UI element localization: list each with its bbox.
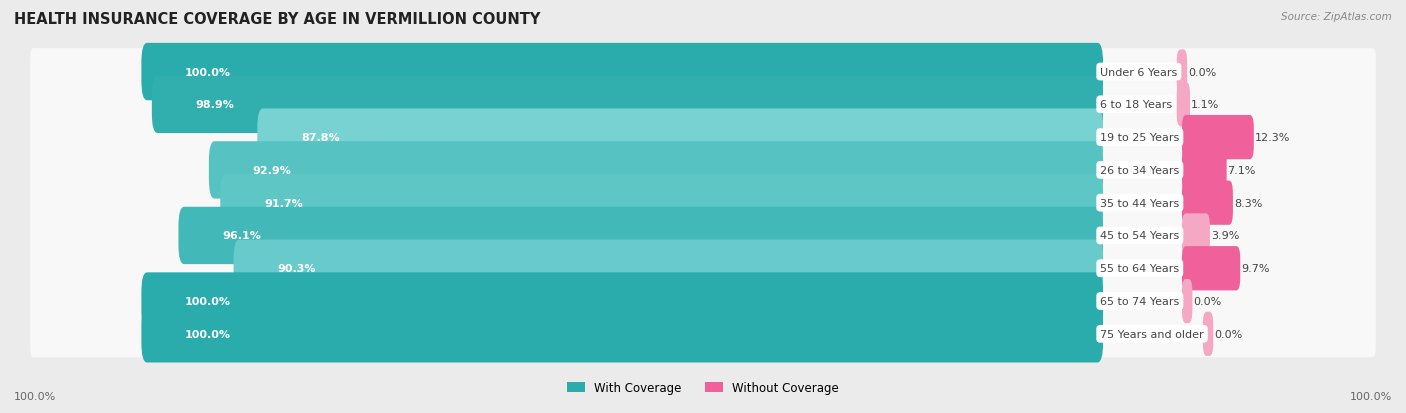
Text: 0.0%: 0.0% [1188, 67, 1216, 77]
Text: 100.0%: 100.0% [186, 329, 231, 339]
FancyBboxPatch shape [1182, 247, 1240, 291]
Text: 7.1%: 7.1% [1227, 166, 1256, 176]
FancyBboxPatch shape [1182, 214, 1211, 258]
Text: 96.1%: 96.1% [222, 231, 262, 241]
FancyBboxPatch shape [1182, 148, 1226, 192]
FancyBboxPatch shape [30, 114, 1376, 161]
FancyBboxPatch shape [30, 49, 1376, 96]
Text: 75 Years and older: 75 Years and older [1101, 329, 1204, 339]
FancyBboxPatch shape [1182, 181, 1233, 225]
Text: 91.7%: 91.7% [264, 198, 302, 208]
Text: 0.0%: 0.0% [1215, 329, 1243, 339]
FancyBboxPatch shape [30, 311, 1376, 357]
Text: 1.1%: 1.1% [1191, 100, 1219, 110]
FancyBboxPatch shape [142, 273, 1104, 330]
Text: 100.0%: 100.0% [1350, 392, 1392, 401]
FancyBboxPatch shape [1177, 83, 1189, 127]
Text: 92.9%: 92.9% [253, 166, 291, 176]
Text: Source: ZipAtlas.com: Source: ZipAtlas.com [1281, 12, 1392, 22]
Text: 100.0%: 100.0% [14, 392, 56, 401]
FancyBboxPatch shape [30, 180, 1376, 227]
Text: 8.3%: 8.3% [1234, 198, 1263, 208]
Text: 55 to 64 Years: 55 to 64 Years [1101, 263, 1180, 273]
Text: 87.8%: 87.8% [301, 133, 340, 143]
FancyBboxPatch shape [221, 175, 1104, 232]
FancyBboxPatch shape [142, 305, 1104, 363]
FancyBboxPatch shape [30, 245, 1376, 292]
Text: 12.3%: 12.3% [1254, 133, 1291, 143]
FancyBboxPatch shape [152, 76, 1104, 134]
Text: 19 to 25 Years: 19 to 25 Years [1101, 133, 1180, 143]
Text: 100.0%: 100.0% [186, 296, 231, 306]
FancyBboxPatch shape [233, 240, 1104, 297]
FancyBboxPatch shape [30, 82, 1376, 128]
Text: 98.9%: 98.9% [195, 100, 235, 110]
Text: Under 6 Years: Under 6 Years [1101, 67, 1177, 77]
Text: 100.0%: 100.0% [186, 67, 231, 77]
FancyBboxPatch shape [1177, 50, 1187, 95]
Text: 9.7%: 9.7% [1241, 263, 1270, 273]
FancyBboxPatch shape [257, 109, 1104, 166]
FancyBboxPatch shape [1182, 116, 1254, 160]
Text: 0.0%: 0.0% [1194, 296, 1222, 306]
Text: 65 to 74 Years: 65 to 74 Years [1101, 296, 1180, 306]
Text: HEALTH INSURANCE COVERAGE BY AGE IN VERMILLION COUNTY: HEALTH INSURANCE COVERAGE BY AGE IN VERM… [14, 12, 540, 27]
FancyBboxPatch shape [30, 278, 1376, 325]
Text: 3.9%: 3.9% [1211, 231, 1239, 241]
FancyBboxPatch shape [209, 142, 1104, 199]
FancyBboxPatch shape [30, 147, 1376, 194]
FancyBboxPatch shape [179, 207, 1104, 264]
Text: 26 to 34 Years: 26 to 34 Years [1101, 166, 1180, 176]
FancyBboxPatch shape [30, 213, 1376, 259]
Text: 45 to 54 Years: 45 to 54 Years [1101, 231, 1180, 241]
Text: 6 to 18 Years: 6 to 18 Years [1101, 100, 1173, 110]
Text: 35 to 44 Years: 35 to 44 Years [1101, 198, 1180, 208]
FancyBboxPatch shape [1204, 312, 1213, 356]
Text: 90.3%: 90.3% [277, 263, 316, 273]
FancyBboxPatch shape [1182, 279, 1192, 323]
FancyBboxPatch shape [142, 44, 1104, 101]
Legend: With Coverage, Without Coverage: With Coverage, Without Coverage [562, 377, 844, 399]
